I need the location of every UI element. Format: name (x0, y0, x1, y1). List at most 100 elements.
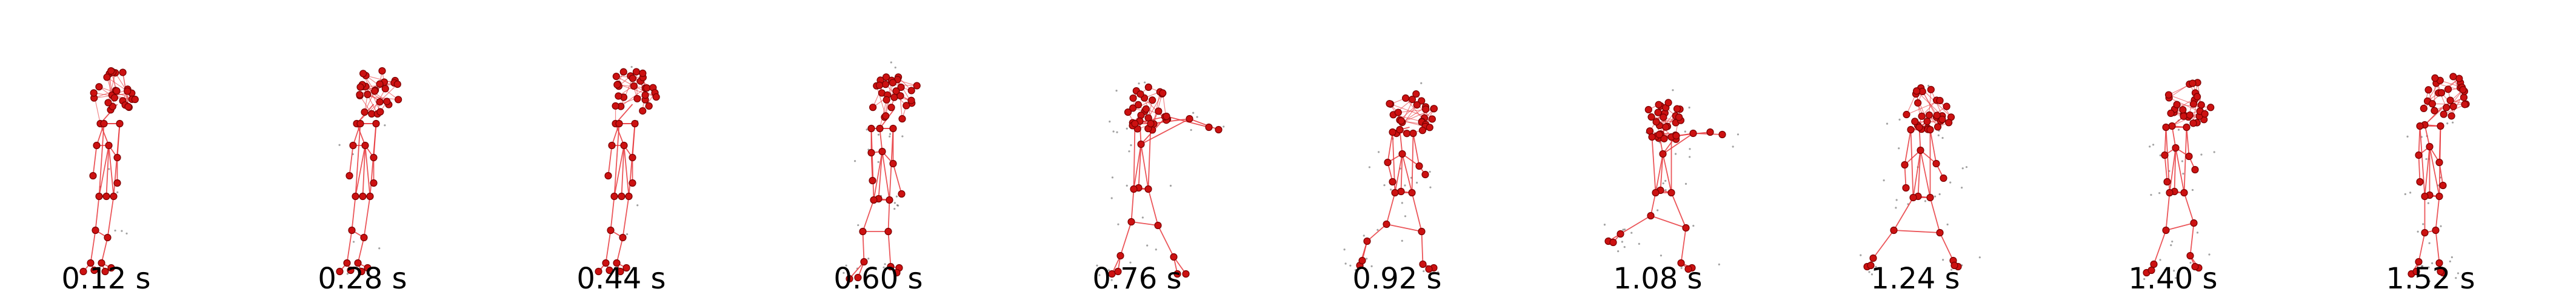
head-joint (881, 81, 889, 88)
joint-marker (1866, 261, 1875, 270)
skeleton-joints (1863, 84, 1962, 271)
bone-line (2435, 196, 2440, 231)
head-mesh-line (2168, 94, 2194, 105)
reference-dot (2406, 135, 2409, 138)
joint-marker (1214, 125, 1223, 134)
joint-marker (617, 192, 626, 201)
joint-marker (2189, 219, 2198, 227)
bone-line (90, 230, 96, 264)
head-joint (645, 102, 653, 110)
joint-marker (2435, 192, 2443, 201)
reference-dot (1688, 148, 1691, 150)
head-joint (1412, 90, 1420, 98)
head-joint (2179, 112, 2187, 120)
bone-line (355, 123, 361, 197)
bone-line (1133, 123, 1135, 190)
head-mesh-line (1147, 93, 1163, 118)
time-label: 0.92 s (1352, 262, 1442, 296)
joint-marker (1906, 125, 1915, 134)
joint-marker (1388, 128, 1396, 136)
bone-line (2429, 146, 2440, 197)
reference-dot (842, 271, 845, 274)
reference-dot (1924, 200, 1926, 202)
head-joint (110, 94, 118, 102)
reference-dot (1937, 134, 1940, 136)
head-joint (1417, 97, 1425, 105)
bone-line (1660, 153, 1663, 191)
bone-line (98, 123, 104, 197)
head-joint (1933, 112, 1941, 119)
head-joint (131, 95, 139, 104)
bone-line (351, 196, 356, 231)
reference-dot (2159, 154, 2161, 156)
reference-dot (107, 168, 110, 170)
bone-line (1650, 215, 1686, 228)
reference-dot (1656, 209, 1658, 211)
head-joint (363, 90, 371, 99)
reference-dot (866, 128, 868, 131)
reference-dot (1662, 182, 1664, 185)
reference-dot (1127, 150, 1130, 153)
bone-line (1147, 188, 1158, 226)
reference-dot (1978, 256, 1981, 259)
bone-line (1411, 133, 1413, 193)
bone-line (1620, 215, 1651, 235)
reference-dot (1137, 82, 1140, 85)
joint-marker (1418, 260, 1427, 268)
time-label: 0.60 s (833, 262, 923, 296)
joint-marker (2186, 251, 2194, 260)
reference-dot (883, 266, 885, 268)
joint-marker (2438, 181, 2447, 190)
skeleton-figure (79, 67, 139, 276)
reference-dot (2152, 144, 2154, 146)
joint-marker (616, 267, 624, 276)
joint-marker (1382, 220, 1390, 228)
bone-line (1929, 129, 1937, 164)
head-joint (896, 83, 905, 92)
reference-dot (1867, 271, 1870, 273)
joint-marker (86, 259, 95, 267)
bone-line (1662, 133, 1693, 155)
bone-line (615, 123, 624, 146)
bone-line (1680, 227, 1686, 264)
time-label: 1.40 s (2128, 262, 2218, 296)
skeleton-figure (2142, 79, 2215, 281)
bone-line (356, 123, 365, 146)
joint-marker (2435, 158, 2443, 167)
bone-line (1386, 192, 1395, 225)
reference-dot (1403, 184, 1406, 187)
head-joint (355, 91, 364, 99)
pose-frame: 1.08 s (1529, 0, 1787, 303)
head-joint (1144, 83, 1152, 92)
reference-dot (872, 267, 875, 270)
joint-marker (358, 192, 367, 201)
reference-dot (1363, 235, 1365, 237)
head-joint (123, 87, 131, 95)
bone-line (1401, 153, 1412, 193)
joint-marker (369, 153, 378, 162)
bone-line (1929, 197, 1940, 233)
joint-marker (1396, 187, 1405, 196)
head-joint (104, 99, 112, 107)
skeleton-figure (1343, 82, 1439, 279)
reference-dot (2181, 173, 2184, 175)
head-joint (1918, 112, 1926, 120)
head-joint (882, 73, 890, 81)
head-joint (107, 67, 115, 75)
reference-dot (1688, 106, 1690, 109)
head-joint (642, 84, 650, 92)
joint-marker (2161, 226, 2170, 235)
joint-marker (859, 258, 868, 266)
joint-marker (342, 259, 351, 267)
joint-marker (1398, 150, 1406, 158)
bone-line (1650, 192, 1656, 216)
bone-line (1655, 153, 1663, 193)
head-mesh-line (620, 78, 633, 107)
reference-dot (1176, 281, 1178, 284)
head-joint (1142, 105, 1150, 113)
bone-line (1904, 164, 1906, 188)
bone-line (622, 196, 629, 238)
reference-dot (1095, 278, 1097, 280)
reference-dot (2423, 267, 2425, 269)
reference-dot (1108, 121, 1110, 123)
